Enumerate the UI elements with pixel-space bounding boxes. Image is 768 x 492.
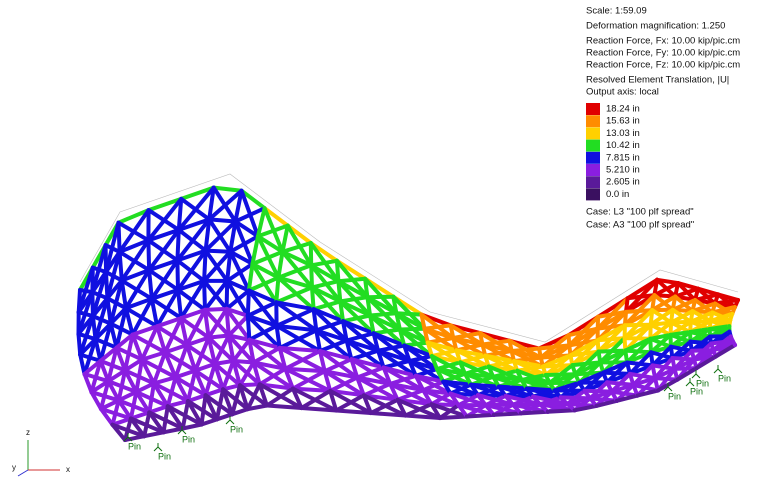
info-line: Reaction Force, Fx: 10.00 kip/pic.cm [586, 36, 740, 47]
member [204, 281, 205, 310]
legend-swatch [586, 115, 600, 127]
member [338, 279, 365, 282]
member [204, 251, 206, 281]
member [148, 240, 149, 270]
pin-label: Pin [230, 424, 243, 434]
y-label: y [12, 463, 16, 472]
member [177, 260, 178, 290]
member [467, 415, 494, 417]
legend-label: 10.42 in [606, 140, 640, 151]
member [494, 413, 521, 415]
info-line: Output axis: local [586, 87, 659, 98]
legend-swatch [586, 127, 600, 139]
member [302, 408, 337, 411]
member [267, 406, 302, 409]
legend-label: 15.63 in [606, 116, 640, 127]
pin-label: Pin [696, 378, 709, 388]
legend-swatch [586, 164, 600, 176]
legend-label: 18.24 in [606, 104, 640, 115]
member [120, 252, 122, 281]
member [205, 309, 227, 310]
member [521, 412, 548, 414]
member [206, 251, 231, 252]
legend-label: 2.605 in [606, 177, 640, 188]
info-line: Reaction Force, Fy: 10.00 kip/pic.cm [586, 48, 740, 59]
legend-label: 13.03 in [606, 128, 640, 139]
legend-label: 7.815 in [606, 152, 640, 163]
member [336, 411, 371, 414]
member [548, 410, 575, 412]
legend-swatch [586, 140, 600, 152]
member [440, 417, 467, 419]
member [149, 270, 152, 299]
pin-label: Pin [668, 391, 681, 401]
case-line: Case: L3 "100 plf spread" [586, 207, 694, 218]
member [248, 291, 249, 316]
legend-swatch [586, 152, 600, 164]
member [405, 416, 440, 419]
legend-swatch [586, 176, 600, 188]
member [119, 223, 120, 252]
case-line: Case: A3 "100 plf spread" [586, 220, 694, 231]
member [209, 219, 235, 221]
info-line: Reaction Force, Fz: 10.00 kip/pic.cm [586, 60, 740, 71]
x-label: x [66, 465, 70, 474]
z-label: z [26, 428, 30, 437]
pin-label: Pin [128, 441, 141, 451]
pin-label: Pin [182, 434, 195, 444]
info-line: Resolved Element Translation, |U| [586, 75, 729, 86]
info-line: Scale: 1:59.09 [586, 6, 647, 17]
member [371, 413, 406, 416]
member [733, 341, 735, 345]
legend-swatch [586, 188, 600, 200]
pin-label: Pin [158, 451, 171, 461]
legend-swatch [586, 103, 600, 115]
legend-label: 0.0 in [606, 189, 629, 200]
member [227, 281, 228, 309]
member [276, 278, 278, 303]
legend-label: 5.210 in [606, 165, 640, 176]
info-line: Deformation magnification: 1.250 [586, 21, 725, 32]
pin-label: Pin [718, 373, 731, 383]
